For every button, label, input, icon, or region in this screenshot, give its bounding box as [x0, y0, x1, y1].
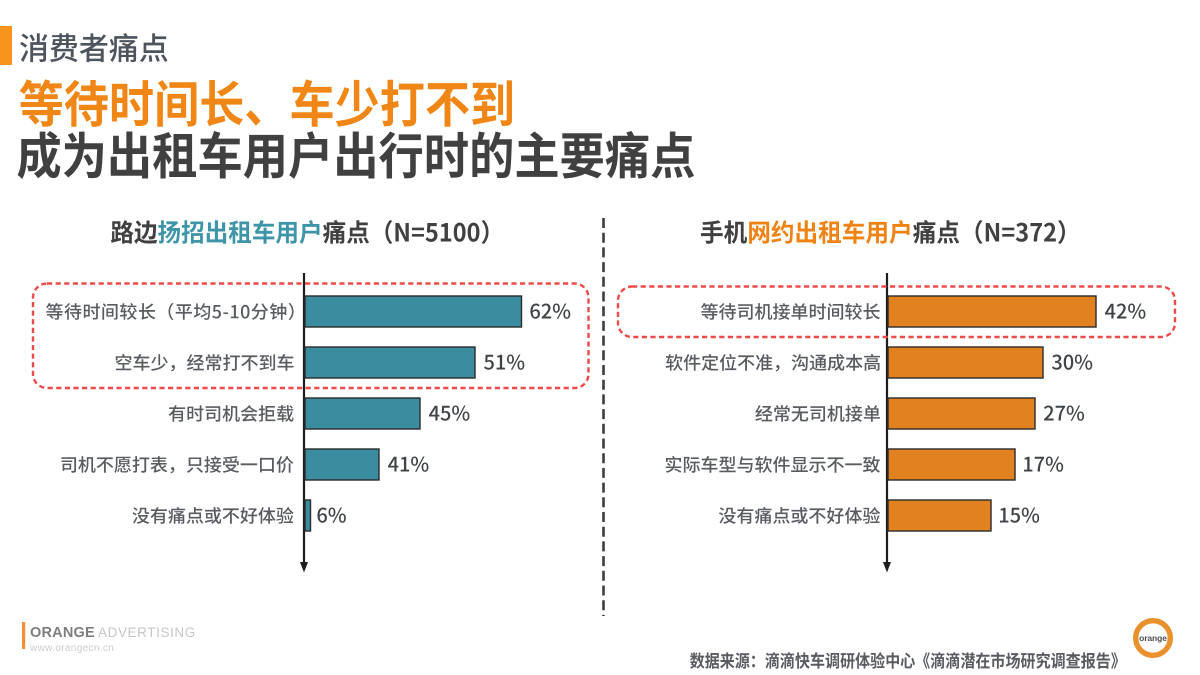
svg-text:www.orangecn.cn: www.orangecn.cn: [29, 643, 114, 654]
svg-text:ADVERTISING: ADVERTISING: [98, 625, 196, 640]
svg-text:orange: orange: [1139, 633, 1167, 643]
svg-text:ORANGE: ORANGE: [30, 625, 95, 641]
